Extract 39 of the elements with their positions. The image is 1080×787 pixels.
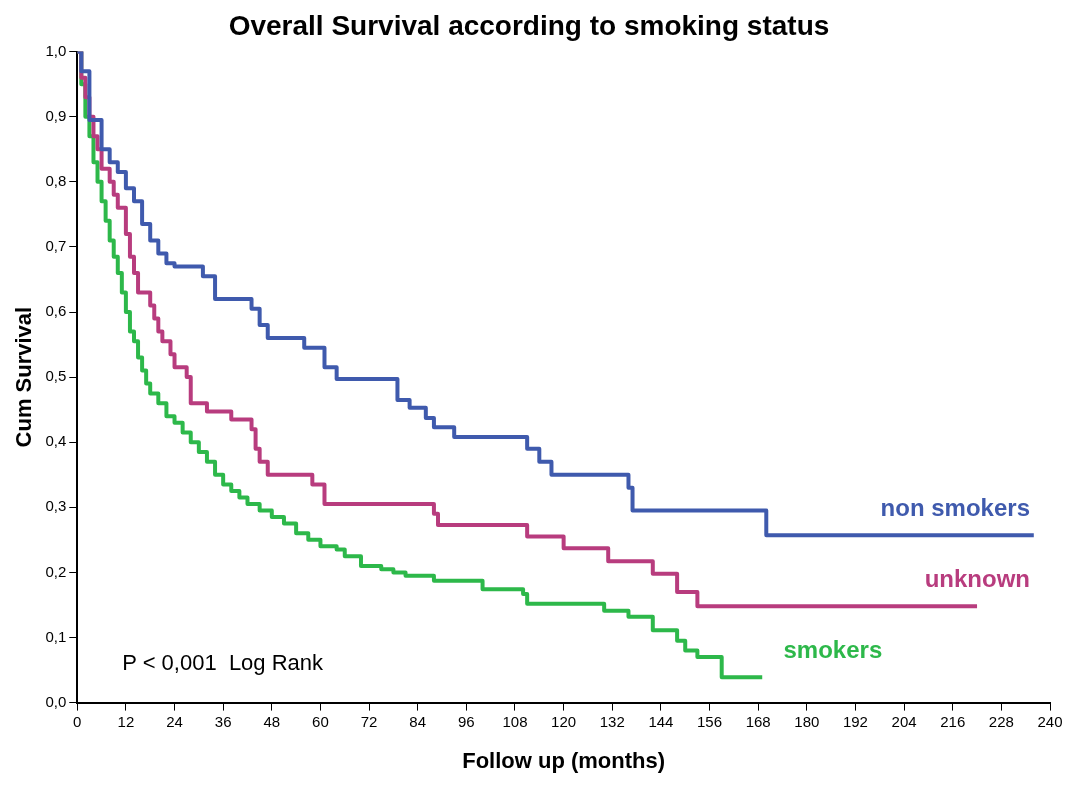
x-tick-label: 72: [360, 712, 378, 730]
x-tick-label: 240: [1037, 712, 1063, 730]
x-tick-label: 192: [842, 712, 868, 730]
x-tick-label: 108: [502, 712, 528, 730]
x-tick-label: 84: [409, 712, 427, 730]
x-tick-label: 0: [73, 712, 82, 730]
x-tick-label: 36: [214, 712, 232, 730]
x-tick-label: 132: [599, 712, 625, 730]
x-tick-label: 60: [312, 712, 329, 730]
x-tick-label: 180: [794, 712, 820, 730]
y-tick-label: 0,3: [45, 497, 67, 515]
x-tick-label: 48: [263, 712, 281, 730]
x-tick-label: 156: [697, 712, 723, 730]
y-tick-label: 0,6: [45, 302, 67, 320]
y-axis-title: Cum Survival: [11, 306, 37, 448]
x-axis-title: Follow up (months): [462, 747, 666, 773]
series-label: non smokers: [880, 493, 1030, 521]
series-label: smokers: [783, 635, 883, 663]
x-tick-label: 228: [988, 712, 1014, 730]
x-tick-label: 96: [458, 712, 475, 730]
y-tick-label: 0,8: [45, 171, 67, 189]
annotation: P < 0,001 Log Rank: [122, 649, 325, 675]
y-tick-label: 0,4: [45, 432, 67, 450]
chart-title: Overall Survival according to smoking status: [228, 9, 830, 41]
y-tick-label: 0,5: [45, 367, 67, 385]
y-tick-label: 1,0: [45, 41, 67, 59]
y-tick-label: 0,0: [45, 692, 67, 710]
y-tick-label: 0,9: [45, 106, 67, 124]
series-label: unknown: [924, 564, 1030, 592]
y-tick-label: 0,1: [45, 627, 67, 645]
x-tick-label: 216: [940, 712, 966, 730]
x-tick-label: 24: [166, 712, 183, 730]
x-tick-label: 144: [648, 712, 674, 730]
x-tick-label: 204: [891, 712, 917, 730]
x-tick-label: 168: [745, 712, 771, 730]
y-tick-label: 0,7: [45, 237, 67, 255]
x-tick-label: 12: [117, 712, 135, 730]
y-tick-label: 0,2: [45, 562, 67, 580]
x-tick-label: 120: [551, 712, 577, 730]
